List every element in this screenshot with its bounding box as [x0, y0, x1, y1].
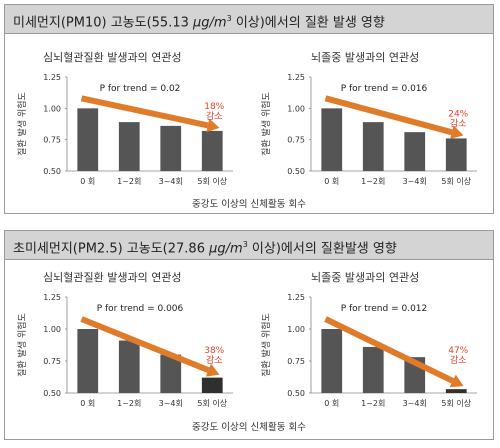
y-tick-label: 0.50 [287, 167, 305, 176]
x-tick-label: 5회 이상 [197, 176, 227, 186]
bar-2 [160, 354, 182, 393]
y-tick-label: 0.50 [43, 389, 61, 398]
trend-arrowhead [450, 125, 464, 140]
section-pm25: 초미세먼지(PM2.5) 고농도(27.86 μg/m3 이상)에서의 질환발생… [4, 230, 494, 440]
y-axis-label: 질환 발생 위험도 [16, 92, 28, 156]
trend-arrow [324, 95, 453, 136]
y-tick-label: 0.75 [287, 136, 305, 145]
section-title-text: 미세먼지(PM10) 고농도(55.13 [13, 15, 194, 31]
trend-arrow [80, 95, 209, 129]
x-tick-label: 5회 이상 [197, 398, 227, 408]
x-tick-label: 1~2회 [361, 399, 385, 408]
chart-pm10-stroke: 질환 발생 위험도 1.25 1.00 0.75 0.50 0 회 1~2회 3~4회 5회 이… [260, 73, 477, 186]
x-tick-label: 1~2회 [117, 177, 141, 186]
x-tick-label: 0 회 [324, 399, 339, 408]
y-tick-label: 0.50 [287, 389, 305, 398]
bar-3 [445, 138, 467, 171]
y-tick-label: 1.25 [287, 293, 305, 302]
reduction-percent: 47% [448, 346, 468, 356]
y-tick-label: 1.25 [43, 73, 61, 82]
reduction-label: 감소 [206, 354, 223, 366]
x-tick-label: 0 회 [80, 399, 95, 408]
section-title-unit-exp: 3 [242, 240, 248, 249]
p-trend-label: P for trend = 0.016 [341, 84, 428, 94]
section-title-text-end: 이상)에서의 질환발생 영향 [247, 241, 397, 257]
reduction-label: 감소 [450, 117, 467, 129]
bar-3 [201, 377, 223, 393]
panel-title-stroke: 뇌졸중 발생과의 연관성 [311, 271, 420, 284]
bar-2 [160, 125, 182, 171]
trend-arrow [324, 316, 455, 384]
y-tick-label: 1.00 [43, 325, 61, 334]
panel-title-stroke: 뇌졸중 발생과의 연관성 [311, 51, 420, 64]
reduction-label: 감소 [206, 110, 223, 122]
section-title-text: 초미세먼지(PM2.5) 고농도(27.86 [13, 241, 210, 257]
x-tick-label: 0 회 [324, 177, 339, 186]
section-title-unit: μg/m [209, 241, 243, 257]
x-tick-label: 3~4회 [403, 177, 427, 186]
y-axis-label: 질환 발생 위험도 [16, 313, 28, 377]
panel-title-cvd: 심뇌혈관질환 발생과의 연관성 [43, 271, 182, 284]
x-tick-label: 3~4회 [159, 399, 183, 408]
bar-2 [404, 132, 426, 171]
section-title-unit-exp: 3 [226, 14, 232, 23]
reduction-percent: 18% [204, 102, 224, 112]
bar-1 [362, 122, 384, 171]
y-tick-label: 1.00 [287, 104, 305, 113]
x-tick-label: 1~2회 [361, 177, 385, 186]
reduction-percent: 38% [204, 346, 224, 356]
chart-pm25-cvd: 질환 발생 위험도 1.25 1.00 0.75 0.50 0 회 1~2회 3~4회 5회 이… [16, 293, 233, 408]
xaxis-title: 중강도 이상의 신체활동 회수 [192, 199, 306, 210]
y-tick-label: 0.75 [43, 136, 61, 145]
x-tick-label: 3~4회 [159, 177, 183, 186]
section-title: 초미세먼지(PM2.5) 고농도(27.86 μg/m3 이상)에서의 질환발생… [5, 231, 493, 260]
x-tick-label: 0 회 [80, 177, 95, 186]
bar-3 [445, 389, 467, 393]
y-tick-label: 1.00 [287, 325, 305, 334]
y-tick-label: 1.25 [287, 73, 305, 82]
reduction-percent: 24% [448, 109, 468, 119]
x-tick-label: 5회 이상 [441, 398, 471, 408]
trend-arrowhead [205, 363, 220, 377]
y-tick-label: 0.75 [43, 357, 61, 366]
reduction-label: 감소 [450, 354, 467, 366]
p-trend-label: P for trend = 0.006 [97, 304, 184, 314]
section-title-unit: μg/m [193, 15, 227, 31]
bar-0 [321, 329, 343, 393]
y-axis-label: 질환 발생 위험도 [260, 313, 272, 377]
x-tick-label: 5회 이상 [441, 176, 471, 186]
bar-1 [118, 340, 140, 393]
y-tick-label: 1.25 [43, 293, 61, 302]
panel-title-cvd: 심뇌혈관질환 발생과의 연관성 [43, 51, 182, 64]
y-tick-label: 0.50 [43, 167, 61, 176]
bar-0 [77, 108, 99, 171]
bar-0 [321, 108, 343, 171]
xaxis-title: 중강도 이상의 신체활동 회수 [192, 422, 306, 433]
p-trend-label: P for trend = 0.02 [100, 84, 181, 94]
x-tick-label: 3~4회 [403, 399, 427, 408]
y-tick-label: 0.75 [287, 357, 305, 366]
bar-3 [201, 130, 223, 171]
bar-1 [118, 122, 140, 171]
trend-arrowhead [206, 118, 220, 133]
x-tick-label: 1~2회 [117, 399, 141, 408]
section-title: 미세먼지(PM10) 고농도(55.13 μg/m3 이상)에서의 질환 발생 … [5, 5, 493, 34]
p-trend-label: P for trend = 0.012 [341, 304, 428, 314]
chart-pm10-cvd: 질환 발생 위험도 1.25 1.00 0.75 0.50 0 회 1~2회 3~4회 5회 이… [16, 73, 233, 186]
trend-arrow [80, 316, 210, 373]
bar-0 [77, 329, 99, 393]
bar-1 [362, 346, 384, 393]
section-title-text-end: 이상)에서의 질환 발생 영향 [231, 15, 385, 31]
section-pm10: 미세먼지(PM10) 고농도(55.13 μg/m3 이상)에서의 질환 발생 … [4, 4, 494, 214]
chart-pm25-stroke: 질환 발생 위험도 1.25 1.00 0.75 0.50 0 회 1~2회 3~4회 5회 이… [260, 293, 477, 408]
y-axis-label: 질환 발생 위험도 [260, 92, 272, 156]
trend-arrowhead [449, 374, 464, 388]
y-tick-label: 1.00 [43, 104, 61, 113]
